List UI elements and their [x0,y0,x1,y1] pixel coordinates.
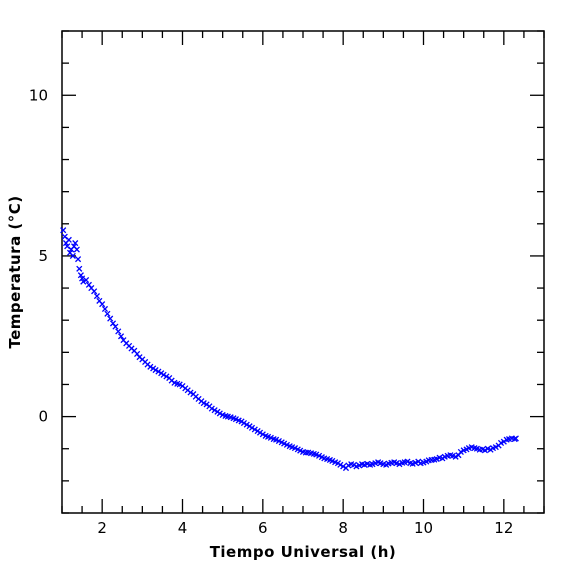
data-point [76,265,83,272]
data-point [79,275,86,282]
data-point [492,444,499,451]
data-point [176,381,183,388]
y-axis-label: Temperatura (°C) [6,195,24,348]
data-point [256,429,264,436]
data-point [457,448,464,456]
data-point [112,323,119,330]
x-tick-label: 4 [178,519,188,537]
y-tick-label: 10 [29,86,48,104]
data-point [104,310,111,317]
data-point [83,276,90,284]
data-point [337,461,344,468]
plot-frame [61,30,545,514]
axis-ticks [61,30,545,514]
data-point [115,328,122,335]
data-point [481,447,489,454]
y-tick-label: 0 [38,408,48,426]
x-axis-label: Tiempo Universal (h) [210,543,397,561]
data-point [452,453,459,460]
data-point [101,305,109,313]
data-point [216,410,223,417]
x-tick-label: 2 [97,519,107,537]
data-point [155,368,162,375]
data-point [302,449,309,456]
y-tick-label: 5 [38,247,48,265]
data-point [160,371,167,378]
data-point [117,333,125,340]
data-point [211,407,218,414]
x-tick-label: 6 [258,519,268,537]
data-point [340,463,347,470]
data-point [93,293,101,300]
data-point [77,272,84,279]
data-point [99,301,106,308]
data-points [60,227,519,472]
data-point [163,373,170,380]
data-point [69,252,76,259]
data-point [65,236,72,243]
data-point [187,389,194,396]
data-point [240,419,248,427]
data-point [80,278,87,285]
data-point [147,363,154,370]
data-point [107,315,114,322]
data-point [73,246,80,253]
data-point [251,426,258,433]
tick-labels: 2 4 6 8 10 12 0 5 10 [29,86,513,537]
data-point [152,366,159,374]
data-point [208,405,215,412]
data-point [243,421,250,428]
x-tick-label: 10 [414,519,433,537]
data-point [75,256,82,263]
data-point [259,431,266,438]
data-point [72,240,79,247]
data-point [248,424,256,431]
data-point [91,288,98,295]
data-point [60,227,67,234]
x-tick-label: 12 [494,519,513,537]
x-tick-label: 8 [338,519,348,537]
data-point [512,435,519,442]
data-point [404,458,411,465]
